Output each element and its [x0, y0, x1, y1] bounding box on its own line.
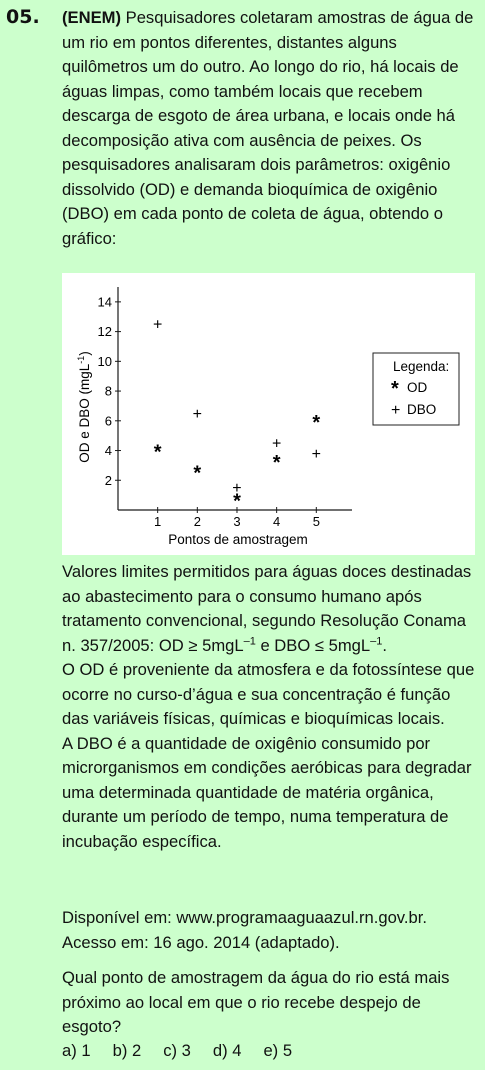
od-paragraph: O OD é proveniente da atmosfera e da fot… [62, 660, 475, 728]
y-tick-label: 4 [105, 443, 112, 458]
question-number: 05. [6, 6, 40, 28]
x-tick-label: 3 [233, 514, 240, 529]
x-tick-label: 2 [194, 514, 201, 529]
legend-box [372, 352, 460, 426]
dbo-point: + [312, 446, 321, 463]
source-citation: Disponível em: www.programaaguaazul.rn.g… [62, 906, 480, 955]
legend-dbo-marker: + [391, 402, 400, 419]
y-axis-label-sup: -1 [76, 356, 86, 364]
option-b[interactable]: b) 2 [112, 1041, 142, 1060]
limits-text-a: Valores limites permitidos para águas do… [62, 562, 472, 655]
x-tick-label: 4 [273, 514, 280, 529]
od-point: * [193, 462, 201, 484]
dbo-paragraph: A DBO é a quantidade de oxigênio consumi… [62, 733, 472, 851]
y-tick-label: 10 [98, 354, 112, 369]
question-intro: (ENEM) Pesquisadores coletaram amostras … [62, 6, 480, 251]
y-axis-label: OD e DBO (mgL-1) [76, 351, 92, 463]
x-tick-label: 1 [154, 514, 161, 529]
option-a[interactable]: a) 1 [62, 1041, 91, 1060]
source-line-2: Acesso em: 16 ago. 2014 (adaptado). [62, 932, 340, 952]
chart: 2 4 6 8 10 12 14 1 2 3 4 5 * * * * * + + + + + Pontos de amo… [62, 273, 475, 555]
limits-sup-1: –1 [243, 634, 256, 647]
y-tick-label: 8 [105, 384, 112, 399]
limits-text-c: . [382, 635, 387, 655]
source-line-1: Disponível em: www.programaaguaazul.rn.g… [62, 908, 427, 927]
intro-text: Pesquisadores coletaram amostras de água… [62, 8, 474, 248]
question-prompt: Qual ponto de amostragem da água do rio … [62, 968, 450, 1036]
od-point: * [312, 412, 320, 434]
limits-text-b: e DBO ≤ 5mgL [255, 635, 371, 655]
y-tick-label: 14 [98, 294, 112, 309]
dbo-point: + [153, 317, 162, 334]
legend-od-label: OD [407, 380, 428, 395]
y-tick-label: 2 [105, 473, 112, 488]
chart-marks: *****+++++ [153, 317, 321, 513]
od-point: * [233, 491, 241, 513]
legend-dbo-label: DBO [407, 402, 436, 417]
option-c[interactable]: c) 3 [163, 1041, 191, 1060]
option-e[interactable]: e) 5 [263, 1041, 293, 1060]
question-body: Valores limites permitidos para águas do… [62, 560, 480, 854]
y-axis-label-text: OD e DBO (mgL [77, 363, 92, 463]
source-tag: (ENEM) [62, 8, 121, 27]
dbo-point: + [232, 480, 241, 497]
od-point: * [273, 452, 281, 474]
y-tick-label: 6 [105, 413, 112, 428]
dbo-point: + [272, 436, 281, 453]
legend-title: Legenda: [393, 359, 449, 374]
legend: Legenda: * OD + DBO [372, 352, 460, 426]
option-d[interactable]: d) 4 [212, 1041, 242, 1060]
limits-paragraph: Valores limites permitidos para águas do… [62, 560, 480, 658]
y-tick-label: 12 [98, 324, 112, 339]
dbo-point: + [193, 406, 202, 423]
x-tick-label: 5 [313, 514, 320, 529]
limits-sup-2: –1 [370, 634, 383, 647]
legend-od-marker: * [391, 378, 399, 400]
x-axis-label: Pontos de amostragem [168, 532, 308, 547]
y-axis-label-close: ) [77, 351, 92, 356]
answer-options: a) 1 b) 2 c) 3 d) 4 e) 5 [62, 1039, 480, 1064]
od-point: * [154, 442, 162, 464]
